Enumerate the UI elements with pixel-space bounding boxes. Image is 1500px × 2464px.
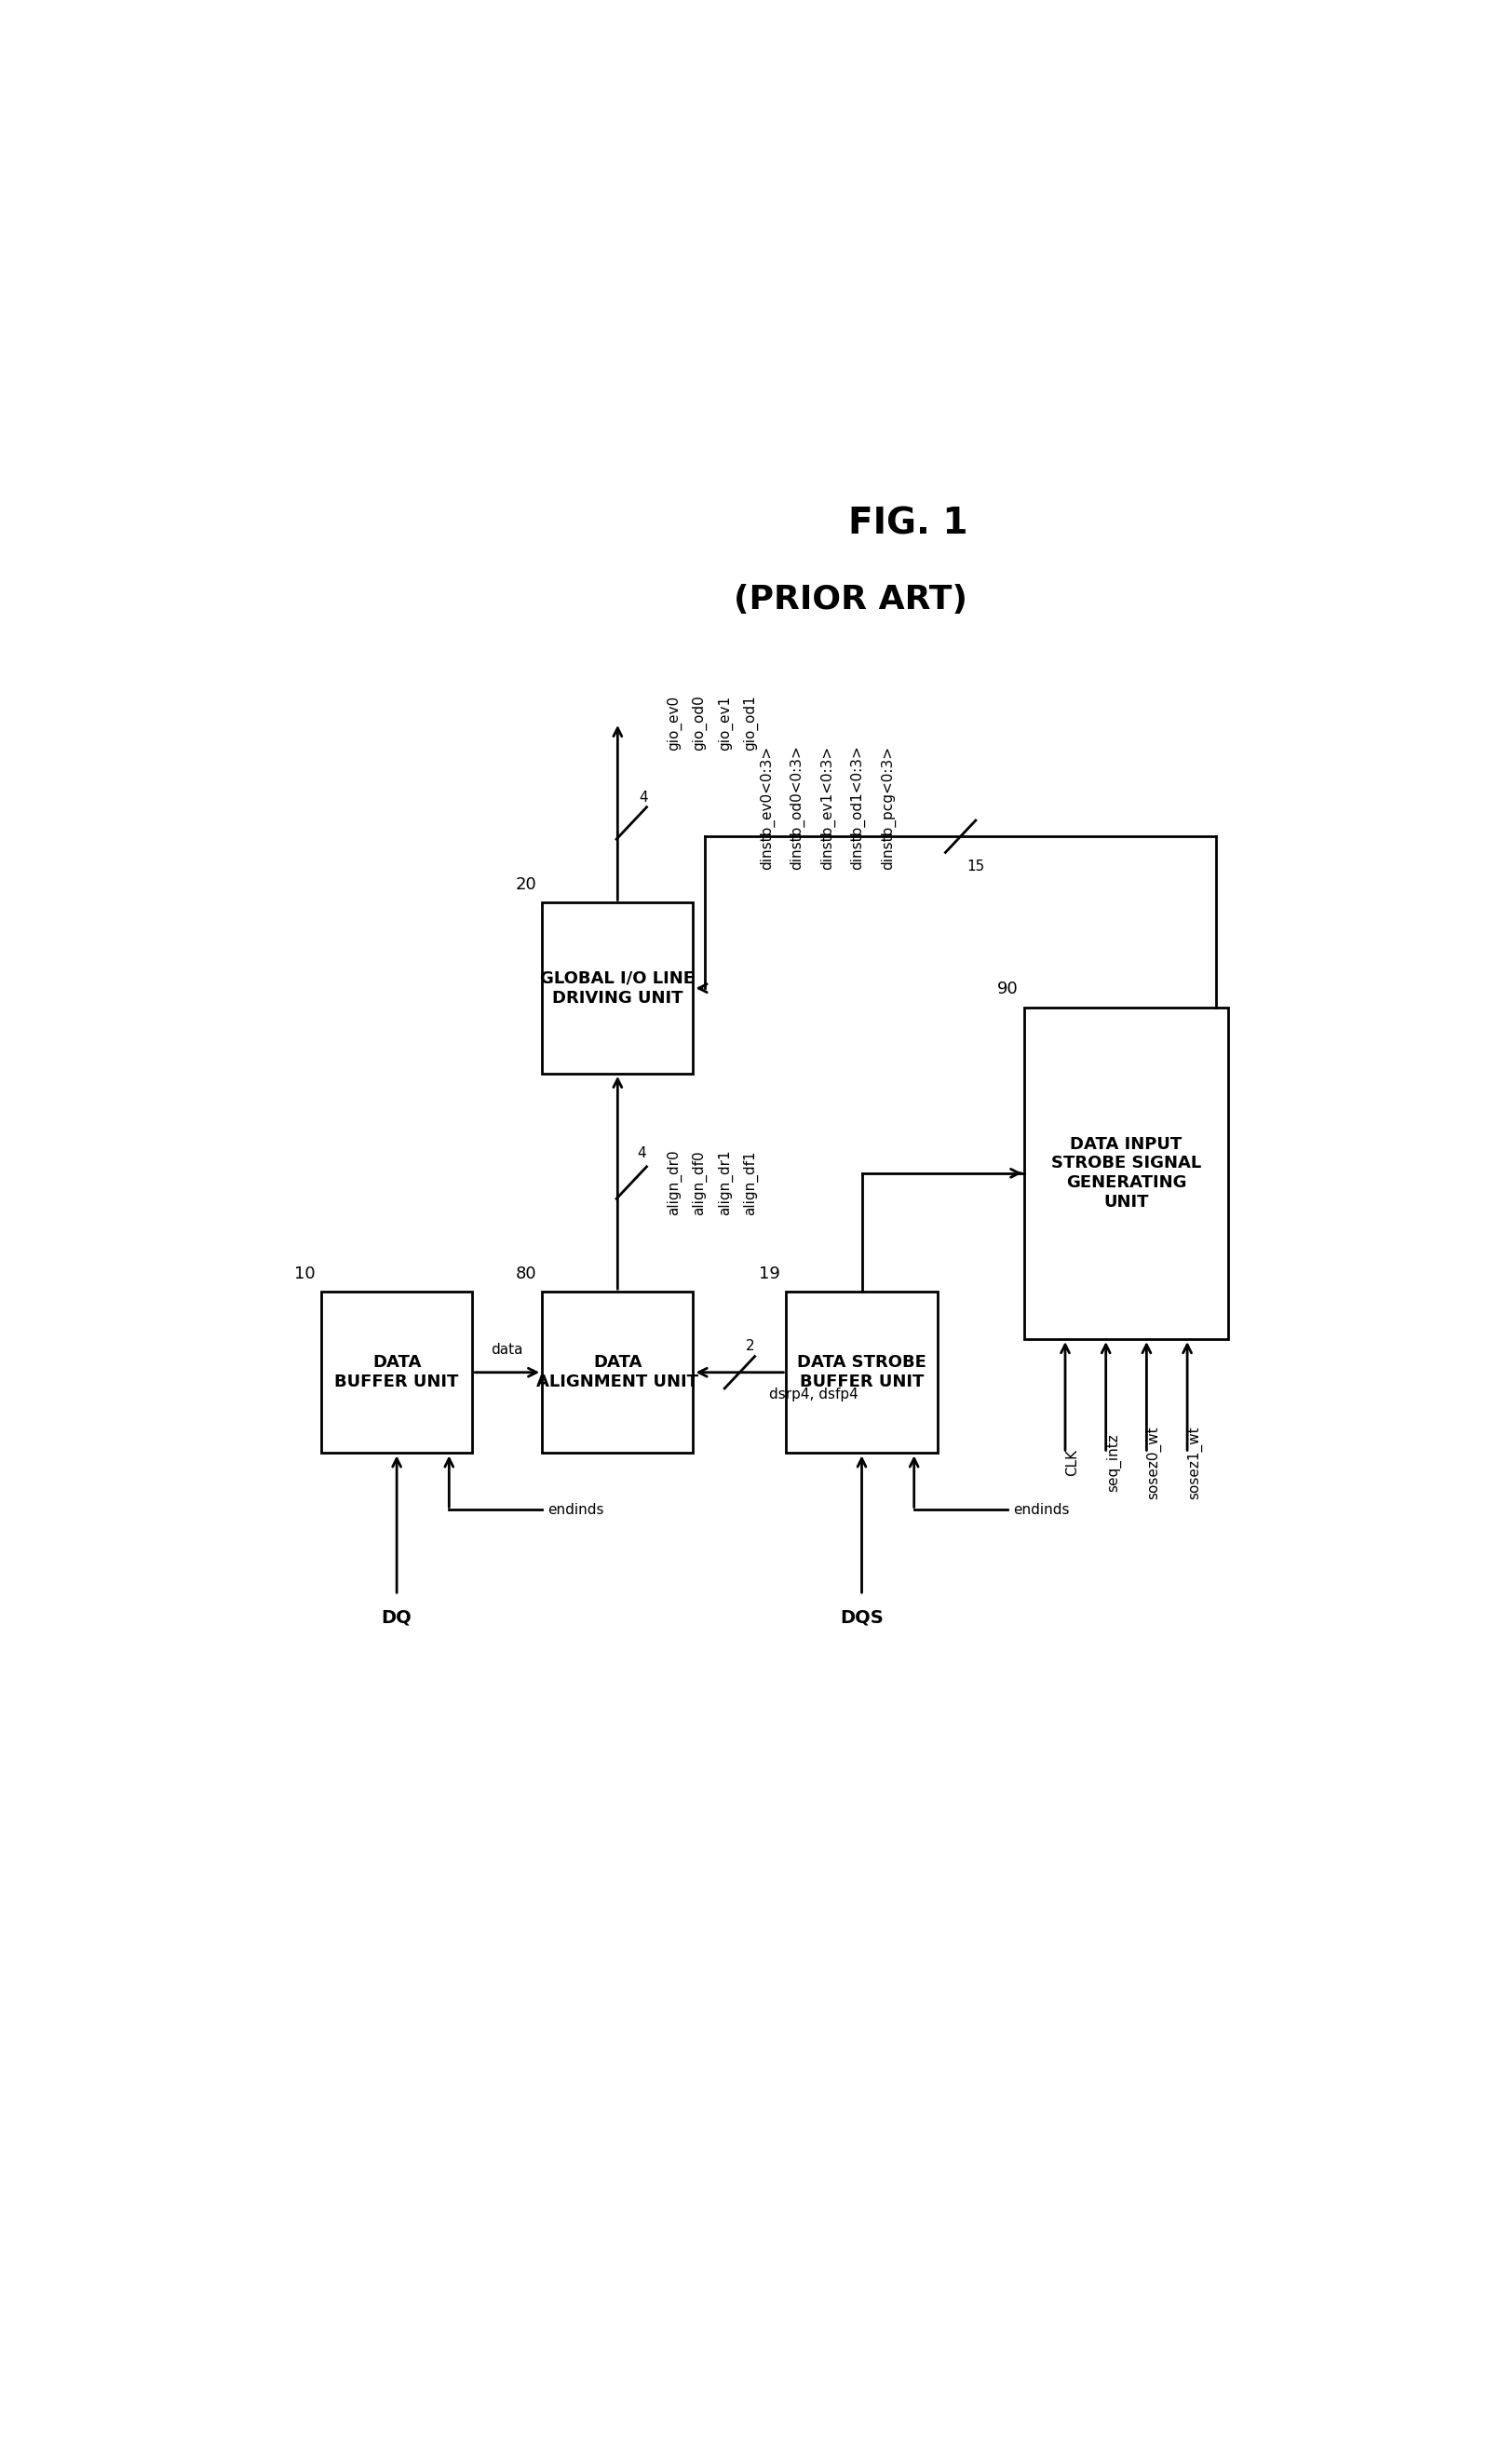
- Text: GLOBAL I/O LINE
DRIVING UNIT: GLOBAL I/O LINE DRIVING UNIT: [540, 971, 694, 1005]
- Text: align_dr1: align_dr1: [717, 1151, 732, 1215]
- Text: sosez0_wt: sosez0_wt: [1146, 1427, 1161, 1498]
- Text: align_dr0: align_dr0: [666, 1151, 681, 1215]
- Text: CLK: CLK: [1065, 1449, 1078, 1476]
- Text: DATA STROBE
BUFFER UNIT: DATA STROBE BUFFER UNIT: [796, 1355, 927, 1390]
- Text: 4: 4: [639, 791, 648, 803]
- Text: gio_od1: gio_od1: [742, 695, 759, 752]
- Bar: [542, 1291, 693, 1454]
- Text: data: data: [491, 1343, 523, 1358]
- Text: dinstb_ev0<0:3>: dinstb_ev0<0:3>: [759, 747, 774, 870]
- Text: DQ: DQ: [381, 1609, 413, 1626]
- Text: align_df1: align_df1: [742, 1151, 759, 1215]
- Text: dinstb_ev1<0:3>: dinstb_ev1<0:3>: [821, 747, 836, 870]
- Text: 80: 80: [515, 1266, 537, 1281]
- Text: 19: 19: [759, 1266, 780, 1281]
- Text: seq_intz: seq_intz: [1106, 1434, 1120, 1491]
- Text: gio_ev1: gio_ev1: [717, 695, 732, 749]
- Text: dinstb_od1<0:3>: dinstb_od1<0:3>: [850, 747, 865, 870]
- Text: dsrp4, dsfp4: dsrp4, dsfp4: [770, 1387, 858, 1402]
- Text: align_df0: align_df0: [692, 1151, 706, 1215]
- Text: 15: 15: [966, 860, 984, 872]
- Text: endinds: endinds: [1013, 1503, 1070, 1518]
- Text: DATA
BUFFER UNIT: DATA BUFFER UNIT: [334, 1355, 459, 1390]
- Text: 20: 20: [515, 877, 537, 894]
- Text: 90: 90: [998, 981, 1019, 998]
- Text: sosez1_wt: sosez1_wt: [1188, 1427, 1203, 1498]
- Bar: [1025, 1008, 1228, 1340]
- Text: DATA
ALIGNMENT UNIT: DATA ALIGNMENT UNIT: [537, 1355, 699, 1390]
- Bar: [321, 1291, 473, 1454]
- Text: 2: 2: [746, 1340, 755, 1353]
- Text: dinstb_pcg<0:3>: dinstb_pcg<0:3>: [880, 747, 896, 870]
- Text: 10: 10: [294, 1266, 315, 1281]
- Text: endinds: endinds: [548, 1503, 605, 1518]
- Text: 4: 4: [638, 1146, 646, 1161]
- Text: gio_ev0: gio_ev0: [666, 695, 681, 749]
- Bar: [542, 902, 693, 1074]
- Text: dinstb_od0<0:3>: dinstb_od0<0:3>: [789, 747, 806, 870]
- Text: gio_od0: gio_od0: [692, 695, 706, 752]
- Text: DQS: DQS: [840, 1609, 883, 1626]
- Text: FIG. 1: FIG. 1: [849, 505, 968, 542]
- Text: (PRIOR ART): (PRIOR ART): [734, 584, 968, 616]
- Text: DATA INPUT
STROBE SIGNAL
GENERATING
UNIT: DATA INPUT STROBE SIGNAL GENERATING UNIT: [1052, 1136, 1202, 1210]
- Bar: [786, 1291, 938, 1454]
